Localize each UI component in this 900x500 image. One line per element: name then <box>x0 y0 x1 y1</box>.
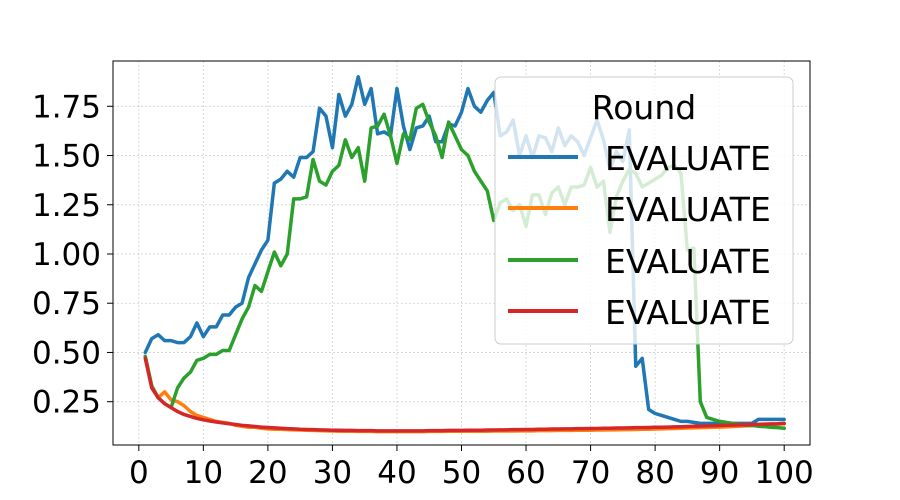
x-tick-label: 70 <box>571 455 610 491</box>
y-tick-label: 0.50 <box>32 335 101 371</box>
legend-box <box>494 76 794 345</box>
x-tick-label: 0 <box>129 455 149 491</box>
series-line-4 <box>143 356 786 433</box>
y-tick-label: 1.75 <box>32 89 101 125</box>
legend-label-series-3: EVALUATE <box>605 242 771 281</box>
x-tick-label: 40 <box>377 455 416 491</box>
legend-label-series-2: EVALUATE <box>605 190 771 229</box>
x-tick-label: 100 <box>755 455 814 491</box>
y-axis: 0.25 0.50 0.75 1.00 1.25 1.50 1.75 <box>32 89 113 421</box>
y-tick-label: 0.75 <box>32 286 101 322</box>
legend-label-series-4: EVALUATE <box>605 293 771 332</box>
series-line-1 <box>143 75 786 426</box>
x-tick-label: 80 <box>635 455 674 491</box>
x-tick-label: 90 <box>700 455 739 491</box>
legend-label-series-1: EVALUATE <box>605 139 771 178</box>
legend-title: Round <box>592 88 696 127</box>
x-tick-label: 50 <box>442 455 481 491</box>
x-tick-label: 30 <box>313 455 352 491</box>
legend: Round EVALUATE EVALUATE EVALUATE EVALUAT… <box>494 76 794 345</box>
y-tick-label: 1.50 <box>32 139 101 175</box>
x-tick-label: 60 <box>506 455 545 491</box>
y-tick-label: 1.00 <box>32 237 101 273</box>
y-tick-label: 0.25 <box>32 385 101 421</box>
x-tick-label: 20 <box>248 455 287 491</box>
x-axis: 0 10 20 30 40 50 60 70 80 90 100 <box>129 445 814 491</box>
y-tick-label: 1.25 <box>32 188 101 224</box>
x-tick-label: 10 <box>184 455 223 491</box>
